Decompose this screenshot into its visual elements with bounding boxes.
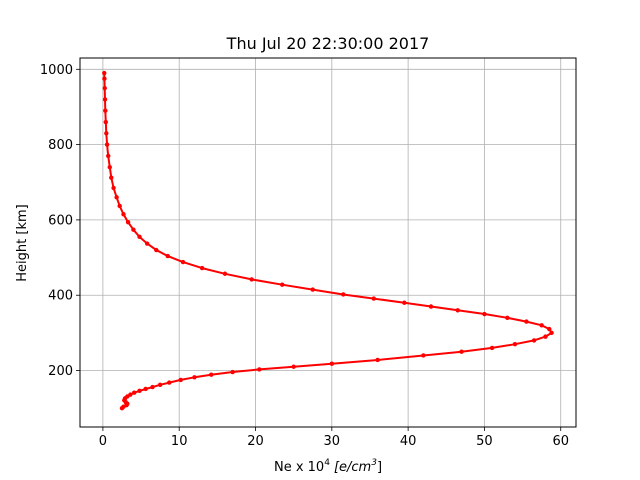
- chart-title: Thu Jul 20 22:30:00 2017: [226, 34, 430, 53]
- x-tick-label: 10: [171, 434, 188, 449]
- x-tick-label: 60: [552, 434, 569, 449]
- x-axis-label-units-exponent: 3: [371, 458, 377, 468]
- data-point: [291, 364, 296, 369]
- data-point: [539, 323, 544, 328]
- data-point: [192, 375, 197, 380]
- data-point: [102, 76, 107, 81]
- data-point: [167, 380, 172, 385]
- x-axis-label-units-close: ]: [377, 460, 382, 475]
- data-point: [310, 287, 315, 292]
- data-point: [280, 282, 285, 287]
- data-point: [180, 259, 186, 265]
- x-tick-label: 20: [247, 434, 264, 449]
- data-point: [104, 131, 109, 136]
- data-point: [165, 253, 170, 259]
- data-point: [157, 382, 163, 388]
- data-point: [111, 185, 116, 191]
- data-point: [103, 119, 108, 125]
- plot-frame: [79, 57, 577, 428]
- data-point: [143, 386, 148, 392]
- data-point: [137, 388, 142, 394]
- data-point: [505, 315, 510, 321]
- ticks-layer: 0 10 20 30 40 50 60 200 400 600 800 1000: [40, 63, 569, 449]
- data-point: [371, 296, 376, 301]
- x-tick-label: 50: [476, 434, 493, 449]
- data-point: [222, 271, 228, 276]
- x-axis-label-prefix: Ne x 10: [274, 460, 324, 475]
- x-tick-label: 40: [400, 434, 417, 449]
- data-point: [341, 292, 346, 297]
- data-point: [150, 384, 155, 390]
- y-tick-label: 600: [48, 213, 73, 228]
- data-point: [104, 142, 110, 147]
- data-point: [125, 219, 131, 225]
- series-layer: [102, 70, 554, 411]
- data-point: [131, 227, 136, 232]
- data-point: [543, 334, 548, 339]
- data-point: [524, 319, 529, 324]
- y-tick-label: 800: [48, 138, 73, 153]
- y-tick-label: 1000: [40, 63, 73, 78]
- y-tick-label: 400: [48, 289, 73, 304]
- data-point: [102, 85, 107, 91]
- data-point: [106, 153, 111, 159]
- data-point: [249, 277, 254, 282]
- data-point: [109, 175, 114, 180]
- y-axis-label: Height [km]: [15, 204, 30, 281]
- data-point: [154, 247, 159, 253]
- data-point: [455, 308, 460, 313]
- data-point: [428, 304, 434, 309]
- y-tick-label: 200: [48, 364, 73, 379]
- data-point: [144, 241, 150, 246]
- data-point: [107, 164, 112, 170]
- data-point: [209, 372, 214, 377]
- data-point: [117, 203, 122, 209]
- data-point: [114, 195, 119, 200]
- data-point: [402, 300, 407, 305]
- x-tick-label: 30: [324, 434, 341, 449]
- data-point: [131, 390, 137, 395]
- data-point: [128, 392, 133, 397]
- data-point: [512, 341, 518, 347]
- data-point: [482, 311, 487, 317]
- data-point: [102, 70, 107, 76]
- data-point: [375, 357, 380, 363]
- data-point: [489, 345, 495, 351]
- data-point: [531, 338, 537, 343]
- x-tick-label: 0: [99, 434, 107, 449]
- data-point: [102, 97, 108, 102]
- data-point: [547, 326, 552, 332]
- data-point: [103, 108, 108, 113]
- data-point: [121, 212, 126, 217]
- x-axis-label-units: [e/cm: [334, 460, 371, 475]
- x-axis-label-exponent: 4: [324, 458, 330, 468]
- data-point: [549, 330, 554, 336]
- data-point: [137, 234, 142, 240]
- data-point: [459, 349, 464, 354]
- data-point: [199, 265, 205, 271]
- data-point: [230, 369, 235, 375]
- data-point: [329, 361, 335, 366]
- grid: [80, 58, 576, 427]
- data-point: [257, 367, 262, 372]
- data-point: [421, 353, 426, 358]
- x-axis-label: Ne x 104 [e/cm3]: [274, 458, 382, 475]
- data-point: [178, 377, 183, 383]
